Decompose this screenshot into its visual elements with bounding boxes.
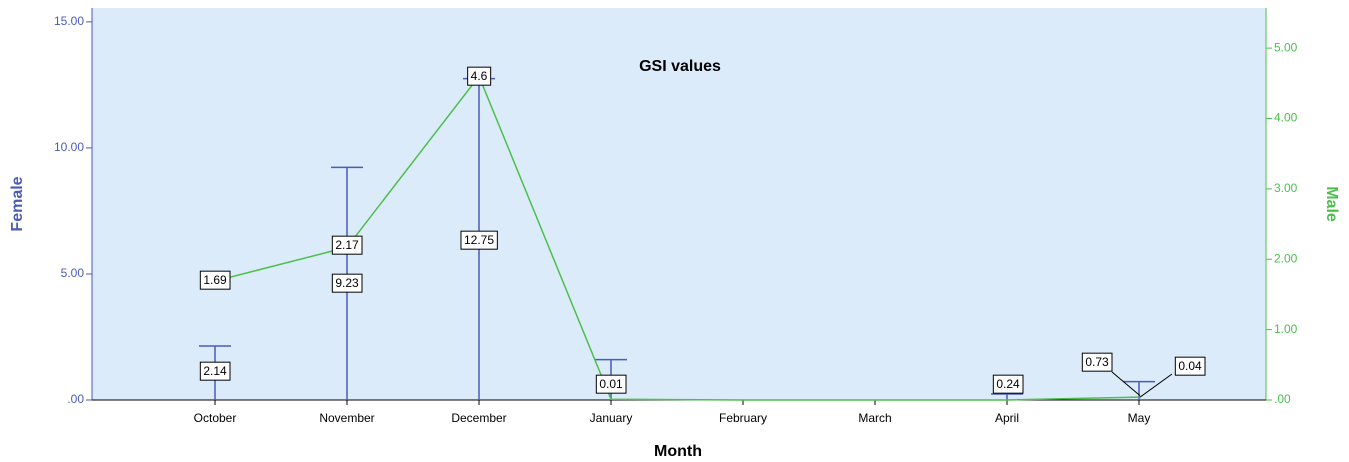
- y-tick-label: .00: [67, 392, 84, 406]
- data-label-box: [992, 374, 1024, 394]
- x-tick-label: March: [858, 411, 891, 425]
- data-label: 1.69: [203, 273, 227, 287]
- data-label: 2.17: [335, 238, 359, 252]
- x-axis-title: Month: [654, 443, 702, 460]
- data-label: 0.04: [1178, 359, 1202, 373]
- label-leader: [1139, 373, 1173, 398]
- y2-tick-label: 2.00: [1274, 251, 1298, 265]
- y2-tick-label: .00: [1274, 392, 1291, 406]
- x-tick-label: November: [319, 411, 374, 425]
- line: [214, 74, 1140, 401]
- data-label: 2.14: [203, 364, 227, 378]
- bar: [1123, 380, 1155, 400]
- data-label: 9.23: [335, 276, 359, 290]
- y-tick-label: 5.00: [61, 266, 85, 280]
- data-label-box: [467, 66, 492, 86]
- data-label-box: [199, 270, 231, 290]
- chart-title: GSI values: [639, 58, 721, 75]
- y2-tick-label: 5.00: [1274, 40, 1298, 54]
- x-tick-label: October: [194, 411, 237, 425]
- y2-tick-label: 3.00: [1274, 181, 1298, 195]
- data-label-box: [595, 374, 627, 394]
- data-label-box: [460, 230, 498, 250]
- y2-tick-label: 1.00: [1274, 322, 1298, 336]
- data-label-box: [1081, 352, 1113, 372]
- y-tick-label: 15.00: [54, 14, 84, 28]
- data-label: 0.24: [996, 377, 1020, 391]
- bar: [991, 393, 1023, 400]
- data-label: 0.73: [1085, 355, 1109, 369]
- y-tick-label: 10.00: [54, 140, 84, 154]
- x-tick-label: April: [995, 411, 1019, 425]
- y-axis-title: Female: [9, 176, 26, 231]
- y2-tick-label: 4.00: [1274, 111, 1298, 125]
- data-label: 12.75: [464, 233, 494, 247]
- x-tick-label: May: [1128, 411, 1151, 425]
- data-label: 4.6: [471, 69, 488, 83]
- data-label-box: [331, 273, 363, 293]
- x-tick-label: January: [590, 411, 633, 425]
- plot-area: [92, 8, 1266, 400]
- data-label: 0.01: [599, 377, 623, 391]
- x-tick-label: December: [451, 411, 506, 425]
- data-label-box: [331, 235, 363, 255]
- data-label-box: [1174, 356, 1206, 376]
- x-tick-label: February: [719, 411, 767, 425]
- label-leader: [1111, 371, 1141, 396]
- data-label-box: [199, 361, 231, 381]
- y2-axis-title: Male: [1323, 186, 1340, 222]
